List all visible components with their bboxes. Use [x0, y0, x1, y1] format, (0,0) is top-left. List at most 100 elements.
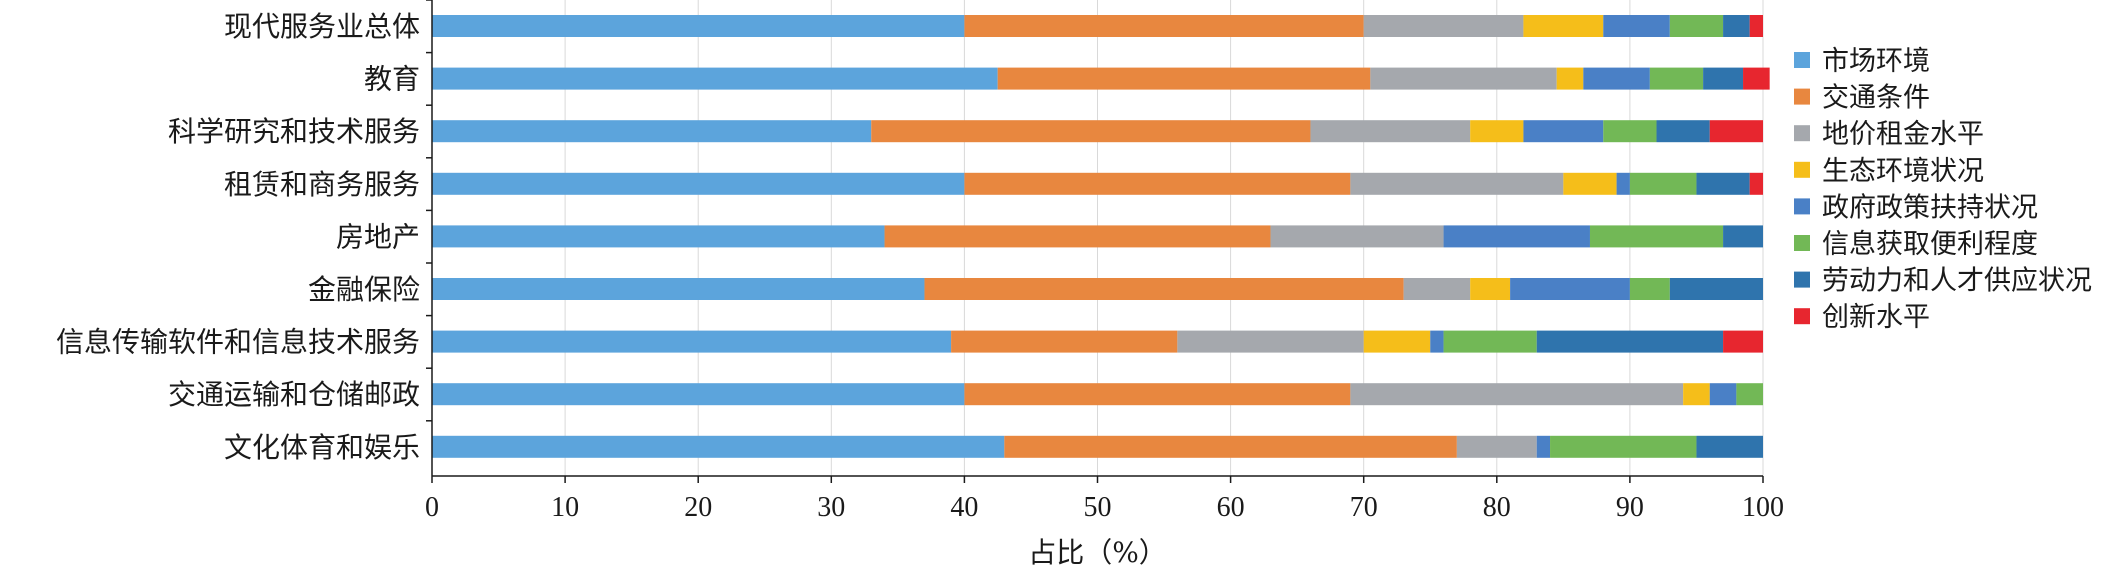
- bar-segment: [1649, 67, 1704, 90]
- bar-segment: [432, 383, 965, 406]
- bar-segment: [1603, 15, 1670, 37]
- legend-swatch: [1794, 198, 1810, 215]
- bar-segment: [1683, 383, 1710, 406]
- bar-segment: [1430, 330, 1444, 353]
- bar-segment: [1656, 120, 1710, 143]
- bar-segment: [1370, 67, 1557, 90]
- legend-label: 政府政策扶持状况: [1822, 192, 2038, 223]
- bar-segment: [1510, 278, 1630, 300]
- bar-segment: [1350, 172, 1564, 195]
- bar-segment: [1696, 172, 1750, 195]
- bar-segment: [964, 383, 1351, 406]
- bar-segment: [1563, 172, 1617, 195]
- bar-segment: [1749, 172, 1763, 195]
- x-tick-label: 60: [1217, 492, 1245, 523]
- x-tick-labels: 0 10 20 30 40 50 60 70 80 90 100: [425, 492, 1784, 523]
- x-tick-label: 70: [1350, 492, 1378, 523]
- bar-segment: [1669, 15, 1724, 37]
- legend: 市场环境交通条件地价租金水平生态环境状况政府政策扶持状况信息获取便利程度劳动力和…: [1794, 46, 2092, 333]
- bar-segment: [1696, 435, 1763, 458]
- x-tick-label: 20: [684, 492, 712, 523]
- legend-label: 生态环境状况: [1822, 156, 1984, 187]
- bar-segment: [432, 172, 965, 195]
- category-labels: 现代服务业总体教育科学研究和技术服务租赁和商务服务房地产金融保险信息传输软件和信…: [56, 10, 420, 464]
- bar-segment: [1749, 15, 1763, 37]
- bar-segment: [1723, 15, 1750, 37]
- bar-segment: [1004, 435, 1457, 458]
- bar-segment: [884, 225, 1271, 248]
- category-label: 科学研究和技术服务: [168, 115, 420, 148]
- x-axis-title: 占比（%）: [1028, 536, 1167, 569]
- x-tick-label: 0: [425, 492, 439, 523]
- bar-segment: [1310, 120, 1471, 143]
- bar-segment: [1556, 67, 1584, 90]
- bar-segment: [1629, 172, 1697, 195]
- bar-segment: [1709, 120, 1763, 143]
- bar-segment: [432, 225, 885, 248]
- legend-label: 创新水平: [1822, 302, 1930, 333]
- legend-label: 劳动力和人才供应状况: [1822, 266, 2092, 297]
- bar-segment: [1456, 435, 1537, 458]
- x-tick-label: 90: [1616, 492, 1644, 523]
- bar-segment: [964, 15, 1364, 37]
- bar-segment: [1443, 225, 1590, 248]
- legend-swatch: [1794, 52, 1810, 68]
- bar-segment: [1723, 225, 1763, 248]
- bar-segment: [1583, 67, 1650, 90]
- category-label: 租赁和商务服务: [224, 168, 420, 201]
- bar-segment: [432, 435, 1005, 458]
- bar-segment: [432, 67, 998, 90]
- category-label: 信息传输软件和信息技术服务: [56, 326, 420, 359]
- category-label: 现代服务业总体: [224, 10, 420, 43]
- axes: [426, 0, 1764, 483]
- bar-segment: [964, 172, 1351, 195]
- bar-segment: [1669, 278, 1763, 300]
- bar-segment: [1470, 120, 1524, 143]
- legend-swatch: [1794, 125, 1810, 142]
- bar-segment: [1363, 15, 1524, 37]
- bar-segment: [432, 330, 952, 353]
- bar-segment: [997, 67, 1371, 90]
- bar-segment: [432, 278, 925, 300]
- bar-segment: [1736, 383, 1763, 406]
- bar-segment: [432, 15, 965, 37]
- category-label: 教育: [364, 63, 420, 96]
- x-tick-label: 50: [1084, 492, 1112, 523]
- bar-segment: [1703, 67, 1744, 90]
- bar-segment: [1589, 225, 1724, 248]
- x-tick-label: 30: [817, 492, 845, 523]
- bar-segment: [1363, 330, 1431, 353]
- legend-label: 交通条件: [1822, 83, 1930, 114]
- bar-segment: [1536, 435, 1551, 458]
- bar-segment: [1443, 330, 1537, 353]
- bar-segment: [1536, 330, 1724, 353]
- x-tick-label: 80: [1483, 492, 1511, 523]
- bar-segment: [1403, 278, 1471, 300]
- legend-swatch: [1794, 161, 1810, 178]
- bar-segment: [1616, 172, 1630, 195]
- bar-segment: [1523, 15, 1604, 37]
- legend-label: 地价租金水平: [1822, 119, 1984, 150]
- legend-swatch: [1794, 271, 1810, 288]
- bar-segment: [432, 120, 872, 143]
- category-label: 交通运输和仓储邮政: [168, 378, 420, 411]
- bar-segment: [1709, 383, 1737, 406]
- bar-segment: [924, 278, 1404, 300]
- legend-label: 信息获取便利程度: [1822, 229, 2038, 260]
- bar-segment: [951, 330, 1178, 353]
- bar-segment: [871, 120, 1311, 143]
- legend-label: 市场环境: [1822, 46, 1930, 77]
- bar-segment: [1350, 383, 1684, 406]
- bar-segment: [1603, 120, 1657, 143]
- bar-segment: [1523, 120, 1604, 143]
- legend-swatch: [1794, 308, 1810, 325]
- bar-segment: [1550, 435, 1697, 458]
- bar-segment: [1743, 67, 1770, 90]
- bar-segment: [1177, 330, 1364, 353]
- category-label: 文化体育和娱乐: [224, 431, 420, 464]
- x-tick-label: 40: [950, 492, 978, 523]
- bar-segment: [1470, 278, 1511, 300]
- legend-swatch: [1794, 235, 1810, 251]
